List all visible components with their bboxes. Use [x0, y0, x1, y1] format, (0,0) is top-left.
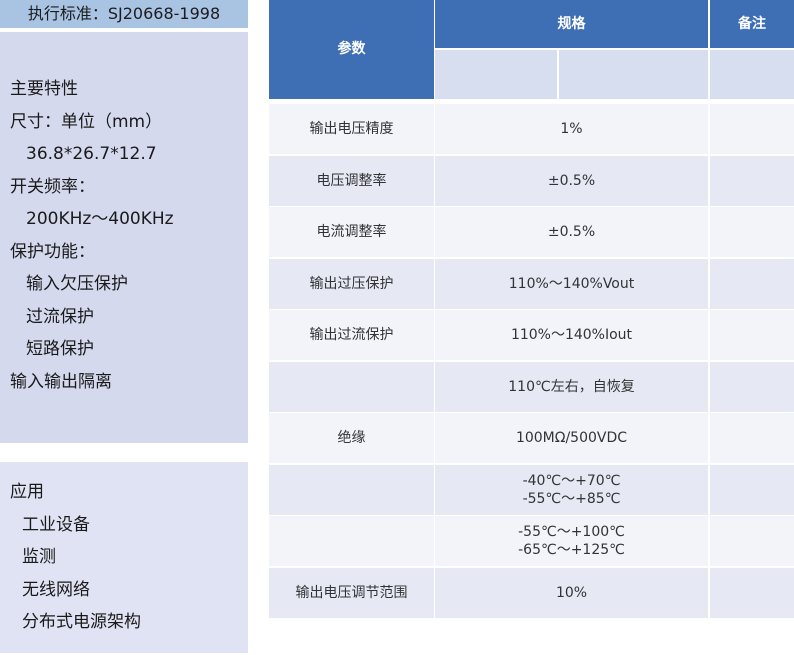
note-cell: [710, 207, 794, 257]
spec-cell: ±0.5%: [435, 207, 708, 257]
table-row: 输出过压保护 110%～140%Vout: [269, 259, 794, 309]
spec-cell: 110℃左右，自恢复: [435, 362, 708, 412]
note-cell: [710, 259, 794, 309]
header-sub-cell: [559, 50, 708, 99]
table-row: 输出过流保护 110%～140%Iout: [269, 310, 794, 360]
param-cell: 输出过压保护: [269, 259, 434, 309]
protect-label: 保护功能：: [10, 241, 95, 262]
header-sub-cell: [710, 50, 794, 99]
spec-cell: 1%: [435, 104, 708, 154]
note-cell: [710, 465, 794, 515]
features-panel: 主要特性 尺寸：单位（mm） 36.8*26.7*12.7 开关频率： 200K…: [0, 32, 248, 443]
size-value: 36.8*26.7*12.7: [26, 144, 157, 164]
param-cell: 电流调整率: [269, 207, 434, 257]
note-cell: [710, 516, 794, 566]
spec-line: -55℃～+85℃: [522, 491, 621, 507]
application-item: 工业设备: [22, 514, 90, 535]
note-cell: [710, 413, 794, 463]
features-title: 主要特性: [10, 79, 78, 99]
note-cell: [710, 104, 794, 154]
spec-cell: 10%: [435, 568, 708, 618]
param-cell: [269, 465, 434, 515]
spec-cell: 100MΩ/500VDC: [435, 413, 708, 463]
divider: [0, 28, 248, 31]
spec-cell: 110%～140%Iout: [435, 310, 708, 360]
note-cell: [710, 362, 794, 412]
table-row: 110℃左右，自恢复: [269, 362, 794, 412]
applications-panel: 应用 工业设备 监测 无线网络 分布式电源架构: [0, 462, 248, 653]
spec-line: -40℃～+70℃: [522, 473, 621, 489]
param-cell: 输出电压调节范围: [269, 568, 434, 618]
param-cell: [269, 516, 434, 566]
protect-item: 短路保护: [26, 339, 94, 359]
table-row: 绝缘 100MΩ/500VDC: [269, 413, 794, 463]
table-row: -55℃～+100℃ -65℃～+125℃: [269, 516, 794, 566]
freq-value: 200KHz～400KHz: [26, 209, 174, 229]
header-note: 备注: [710, 0, 794, 48]
header-sub-cell: [435, 50, 557, 99]
protect-item: 过流保护: [26, 306, 94, 327]
application-item: 分布式电源架构: [22, 612, 141, 632]
spec-line: -55℃～+100℃: [518, 524, 625, 540]
standard-label: 执行标准：SJ20668-1998: [0, 0, 248, 28]
table-row: 输出电压精度 1%: [269, 104, 794, 154]
param-cell: [269, 362, 434, 412]
spec-cell: 110%～140%Vout: [435, 259, 708, 309]
isolation-label: 输入输出隔离: [10, 371, 112, 392]
param-cell: 绝缘: [269, 413, 434, 463]
table-row: 电压调整率 ±0.5%: [269, 156, 794, 206]
spec-cell: ±0.5%: [435, 156, 708, 206]
protect-item: 输入欠压保护: [26, 274, 128, 294]
param-cell: 输出电压精度: [269, 104, 434, 154]
note-cell: [710, 156, 794, 206]
table-row: -40℃～+70℃ -55℃～+85℃: [269, 465, 794, 515]
note-cell: [710, 568, 794, 618]
header-param: 参数: [269, 0, 434, 99]
spec-cell: -40℃～+70℃ -55℃～+85℃: [435, 465, 708, 515]
applications-title: 应用: [10, 482, 44, 502]
size-label: 尺寸：单位（mm）: [10, 111, 163, 132]
param-cell: 输出过流保护: [269, 310, 434, 360]
application-item: 监测: [22, 547, 56, 567]
spec-line: -65℃～+125℃: [518, 542, 625, 558]
freq-label: 开关频率：: [10, 176, 95, 197]
header-spec: 规格: [435, 0, 708, 48]
spec-cell: -55℃～+100℃ -65℃～+125℃: [435, 516, 708, 566]
param-cell: 电压调整率: [269, 156, 434, 206]
table-row: 电流调整率 ±0.5%: [269, 207, 794, 257]
application-item: 无线网络: [22, 579, 90, 600]
table-row: 输出电压调节范围 10%: [269, 568, 794, 618]
note-cell: [710, 310, 794, 360]
